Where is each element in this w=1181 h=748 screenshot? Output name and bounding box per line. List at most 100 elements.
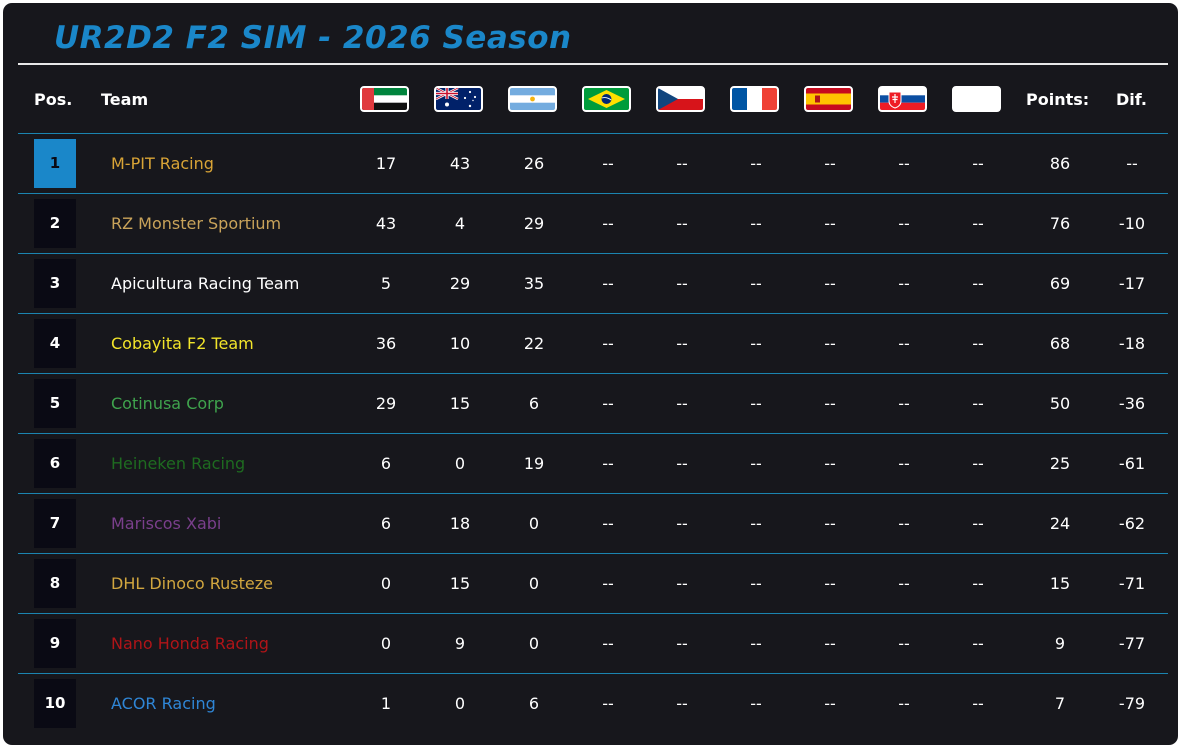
- race-result-cell: --: [898, 634, 910, 653]
- position-badge: 4: [34, 319, 76, 368]
- race-result-cell: --: [602, 154, 614, 173]
- race-result-cell: 0: [454, 454, 466, 473]
- difference-cell: -61: [1118, 454, 1146, 473]
- difference-cell: -62: [1118, 514, 1146, 533]
- race-result-cell: --: [972, 574, 984, 593]
- points-cell: 25: [1049, 454, 1071, 473]
- race-result-cell: 19: [523, 454, 545, 473]
- race-result-cell: --: [750, 274, 762, 293]
- race-result-cell: 1: [380, 694, 392, 713]
- race-result-cell: --: [972, 394, 984, 413]
- race-result-cell: 36: [375, 334, 397, 353]
- race-result-cell: --: [750, 394, 762, 413]
- race-result-cell: --: [824, 394, 836, 413]
- race-result-cell: --: [898, 574, 910, 593]
- race-result-cell: --: [972, 454, 984, 473]
- race-result-cell: --: [824, 514, 836, 533]
- header-points: Points:: [1026, 90, 1090, 109]
- race-result-cell: --: [602, 334, 614, 353]
- row-divider: [18, 313, 1168, 314]
- race-result-cell: --: [676, 154, 688, 173]
- team-name: DHL Dinoco Rusteze: [111, 574, 273, 593]
- race-result-cell: --: [972, 154, 984, 173]
- race-result-cell: --: [972, 274, 984, 293]
- position-badge: 1: [34, 139, 76, 188]
- race-result-cell: 0: [380, 634, 392, 653]
- table-row: 7 Mariscos Xabi 6 18 0 -- -- -- -- -- -- 24 -62: [3, 494, 1178, 554]
- points-cell: 9: [1054, 634, 1066, 653]
- race-result-cell: 17: [375, 154, 397, 173]
- race-result-cell: 43: [375, 214, 397, 233]
- race-result-cell: --: [972, 694, 984, 713]
- race-result-cell: --: [972, 514, 984, 533]
- race-result-cell: 35: [523, 274, 545, 293]
- race-result-cell: 0: [380, 574, 392, 593]
- race-result-cell: --: [602, 454, 614, 473]
- row-divider: [18, 493, 1168, 494]
- race-result-cell: --: [676, 214, 688, 233]
- race-result-cell: --: [824, 154, 836, 173]
- race-result-cell: --: [602, 694, 614, 713]
- difference-cell: -10: [1118, 214, 1146, 233]
- race-result-cell: --: [750, 694, 762, 713]
- difference-cell: -79: [1118, 694, 1146, 713]
- points-cell: 50: [1049, 394, 1071, 413]
- race-result-cell: --: [750, 214, 762, 233]
- race-result-cell: 22: [523, 334, 545, 353]
- race-result-cell: --: [824, 214, 836, 233]
- race-result-cell: 6: [528, 694, 540, 713]
- race-result-cell: 29: [523, 214, 545, 233]
- table-row: 8 DHL Dinoco Rusteze 0 15 0 -- -- -- -- -- -- 15 -71: [3, 554, 1178, 614]
- position-badge: 2: [34, 199, 76, 248]
- race-result-cell: --: [898, 274, 910, 293]
- race-result-cell: --: [824, 574, 836, 593]
- race-result-cell: 0: [528, 634, 540, 653]
- race-result-cell: --: [750, 454, 762, 473]
- slovakia-flag-icon: [878, 86, 927, 112]
- header-dif: Dif.: [1116, 90, 1147, 109]
- race-result-cell: --: [602, 214, 614, 233]
- points-cell: 15: [1049, 574, 1071, 593]
- position-badge: 10: [34, 679, 76, 728]
- race-result-cell: --: [602, 394, 614, 413]
- race-result-cell: --: [824, 334, 836, 353]
- blank-flag-icon: [952, 86, 1001, 112]
- race-result-cell: 29: [375, 394, 397, 413]
- race-result-cell: 18: [449, 514, 471, 533]
- race-result-cell: 0: [454, 694, 466, 713]
- points-cell: 24: [1049, 514, 1071, 533]
- table-row: 3 Apicultura Racing Team 5 29 35 -- -- -- -- -- --…: [3, 254, 1178, 314]
- difference-cell: -36: [1118, 394, 1146, 413]
- points-cell: 7: [1054, 694, 1066, 713]
- team-name: ACOR Racing: [111, 694, 216, 713]
- race-result-cell: --: [676, 694, 688, 713]
- race-result-cell: --: [898, 454, 910, 473]
- brazil-flag-icon: [582, 86, 631, 112]
- race-result-cell: --: [972, 334, 984, 353]
- page-title: UR2D2 F2 SIM - 2026 Season: [54, 20, 572, 56]
- team-name: Apicultura Racing Team: [111, 274, 300, 293]
- france-flag-icon: [730, 86, 779, 112]
- race-result-cell: 15: [449, 394, 471, 413]
- race-result-cell: --: [676, 574, 688, 593]
- race-result-cell: --: [602, 274, 614, 293]
- points-cell: 76: [1049, 214, 1071, 233]
- race-result-cell: --: [750, 634, 762, 653]
- position-badge: 3: [34, 259, 76, 308]
- table-row: 1 M-PIT Racing 17 43 26 -- -- -- -- -- -- 86 --: [3, 134, 1178, 194]
- row-divider: [18, 253, 1168, 254]
- position-badge: 8: [34, 559, 76, 608]
- race-result-cell: --: [750, 334, 762, 353]
- race-result-cell: --: [602, 634, 614, 653]
- race-result-cell: 0: [528, 574, 540, 593]
- race-result-cell: --: [676, 454, 688, 473]
- czech-flag-icon: [656, 86, 705, 112]
- row-divider: [18, 553, 1168, 554]
- race-result-cell: 26: [523, 154, 545, 173]
- row-divider: [18, 193, 1168, 194]
- race-result-cell: --: [602, 514, 614, 533]
- race-result-cell: 0: [528, 514, 540, 533]
- race-result-cell: --: [676, 334, 688, 353]
- row-divider: [18, 673, 1168, 674]
- race-result-cell: 5: [380, 274, 392, 293]
